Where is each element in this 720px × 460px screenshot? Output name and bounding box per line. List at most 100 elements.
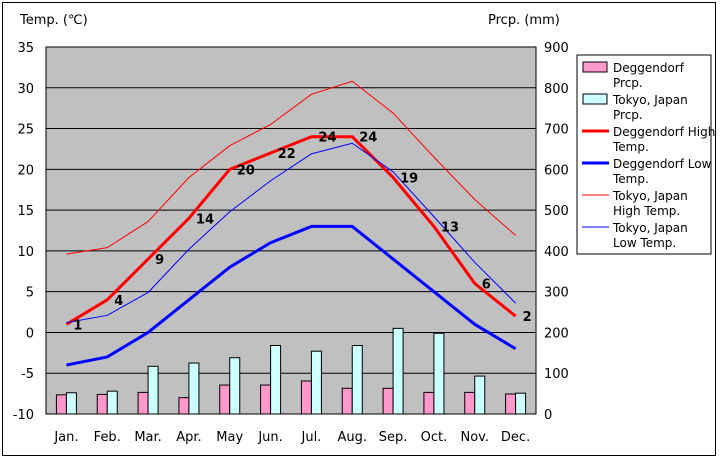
data-label: 19 bbox=[400, 171, 418, 186]
data-label: 22 bbox=[278, 147, 296, 162]
series-line bbox=[65, 135, 517, 326]
legend-label: Temp. bbox=[612, 140, 649, 154]
legend-label: Tokyo, Japan bbox=[612, 93, 688, 107]
data-label: 13 bbox=[441, 220, 459, 235]
series-line bbox=[66, 80, 516, 255]
x-tick-label: Dec. bbox=[501, 430, 530, 445]
bar bbox=[96, 393, 108, 415]
x-tick-label: Sep. bbox=[379, 430, 408, 445]
legend-label: Tokyo, Japan bbox=[612, 221, 688, 235]
y2-tick-label: 900 bbox=[544, 41, 569, 56]
bar bbox=[382, 387, 394, 415]
legend-box bbox=[576, 54, 712, 255]
y2-tick-label: 100 bbox=[544, 367, 569, 382]
bar bbox=[310, 350, 322, 415]
legend-label: Tokyo, Japan bbox=[612, 189, 688, 203]
y1-tick-label: 20 bbox=[17, 163, 34, 178]
y1-axis-label: Temp. (℃) bbox=[19, 13, 88, 28]
x-tick-label: May bbox=[216, 430, 243, 445]
legend-swatch bbox=[582, 61, 608, 73]
x-tick-label: Jun. bbox=[257, 430, 282, 445]
legend-swatch bbox=[582, 93, 608, 105]
series-line bbox=[66, 224, 517, 367]
data-label: 4 bbox=[114, 294, 123, 309]
y1-tick-label: 15 bbox=[17, 204, 34, 219]
x-tick-label: Oct. bbox=[421, 430, 448, 445]
legend-label: Temp. bbox=[612, 172, 649, 186]
legend-label: Deggendorf Low bbox=[613, 157, 712, 171]
bar bbox=[300, 380, 312, 415]
x-tick-label: Jan. bbox=[53, 430, 78, 445]
y1-tick-label: -10 bbox=[13, 408, 34, 423]
y2-tick-label: 800 bbox=[544, 82, 569, 97]
x-tick-label: Aug. bbox=[337, 430, 367, 445]
plot-area bbox=[46, 47, 536, 414]
y2-tick-label: 200 bbox=[544, 326, 569, 341]
bar bbox=[515, 392, 527, 415]
data-label: 6 bbox=[482, 278, 491, 293]
bar bbox=[260, 384, 272, 415]
y2-axis-label: Prcp. (mm) bbox=[488, 13, 560, 28]
data-label: 1 bbox=[73, 318, 82, 333]
y1-tick-label: 30 bbox=[17, 82, 34, 97]
x-tick-label: Apr. bbox=[176, 430, 201, 445]
bar bbox=[178, 397, 190, 415]
data-label: 24 bbox=[359, 131, 377, 146]
legend-label: Deggendorf bbox=[613, 61, 685, 75]
data-label: 20 bbox=[237, 163, 255, 178]
legend-label: Prcp. bbox=[613, 76, 643, 90]
x-tick-label: Jul. bbox=[301, 430, 322, 445]
y1-tick-label: 25 bbox=[17, 123, 34, 138]
grid-lines bbox=[46, 87, 536, 374]
y2-tick-label: 600 bbox=[544, 163, 569, 178]
bar bbox=[270, 344, 282, 415]
y2-tick-label: 500 bbox=[544, 204, 569, 219]
data-label: 9 bbox=[155, 253, 164, 268]
bar bbox=[351, 344, 363, 415]
y2-tick-label: 400 bbox=[544, 245, 569, 260]
legend-label: Deggendorf High bbox=[613, 125, 715, 139]
bar bbox=[147, 365, 159, 415]
bar bbox=[341, 387, 353, 415]
x-tick-label: Feb. bbox=[94, 430, 121, 445]
data-label: 24 bbox=[318, 131, 336, 146]
y2-tick-label: 0 bbox=[544, 408, 552, 423]
y1-tick-label: 0 bbox=[26, 326, 34, 341]
bar bbox=[55, 394, 67, 415]
legend-label: High Temp. bbox=[613, 204, 680, 218]
bar bbox=[433, 332, 445, 415]
bar bbox=[423, 391, 435, 415]
bar bbox=[392, 327, 404, 415]
bar bbox=[188, 362, 200, 415]
x-tick-label: Nov. bbox=[461, 430, 490, 445]
lines-group bbox=[65, 80, 517, 367]
x-ticks: Jan. Feb. Mar. Apr. May Jun. Jul. Aug. Sep. Oct. N… bbox=[53, 430, 530, 445]
bar bbox=[229, 357, 241, 415]
bar bbox=[106, 390, 118, 415]
bar bbox=[65, 392, 77, 415]
y1-tick-label: 5 bbox=[26, 286, 34, 301]
y1-tick-label: 35 bbox=[17, 41, 34, 56]
bar bbox=[464, 391, 476, 415]
data-label: 2 bbox=[523, 310, 532, 325]
chart-frame bbox=[2, 2, 716, 456]
bar bbox=[219, 384, 231, 415]
x-tick-label: Mar. bbox=[134, 430, 161, 445]
y1-tick-label: 10 bbox=[17, 245, 34, 260]
y1-ticks: 35 30 25 20 15 10 5 0 -5 -10 bbox=[13, 41, 34, 423]
data-label: 14 bbox=[196, 212, 214, 227]
bar bbox=[137, 391, 149, 415]
y2-tick-label: 300 bbox=[544, 286, 569, 301]
bars-group bbox=[55, 327, 527, 415]
plot-border bbox=[45, 46, 537, 415]
y2-tick-label: 700 bbox=[544, 123, 569, 138]
series-line bbox=[66, 142, 516, 324]
bar bbox=[505, 393, 517, 415]
y1-tick-label: -5 bbox=[21, 367, 34, 382]
bar bbox=[474, 375, 486, 415]
legend-label: Low Temp. bbox=[613, 236, 676, 250]
y2-ticks: 900 800 700 600 500 400 300 200 100 0 bbox=[544, 41, 569, 423]
